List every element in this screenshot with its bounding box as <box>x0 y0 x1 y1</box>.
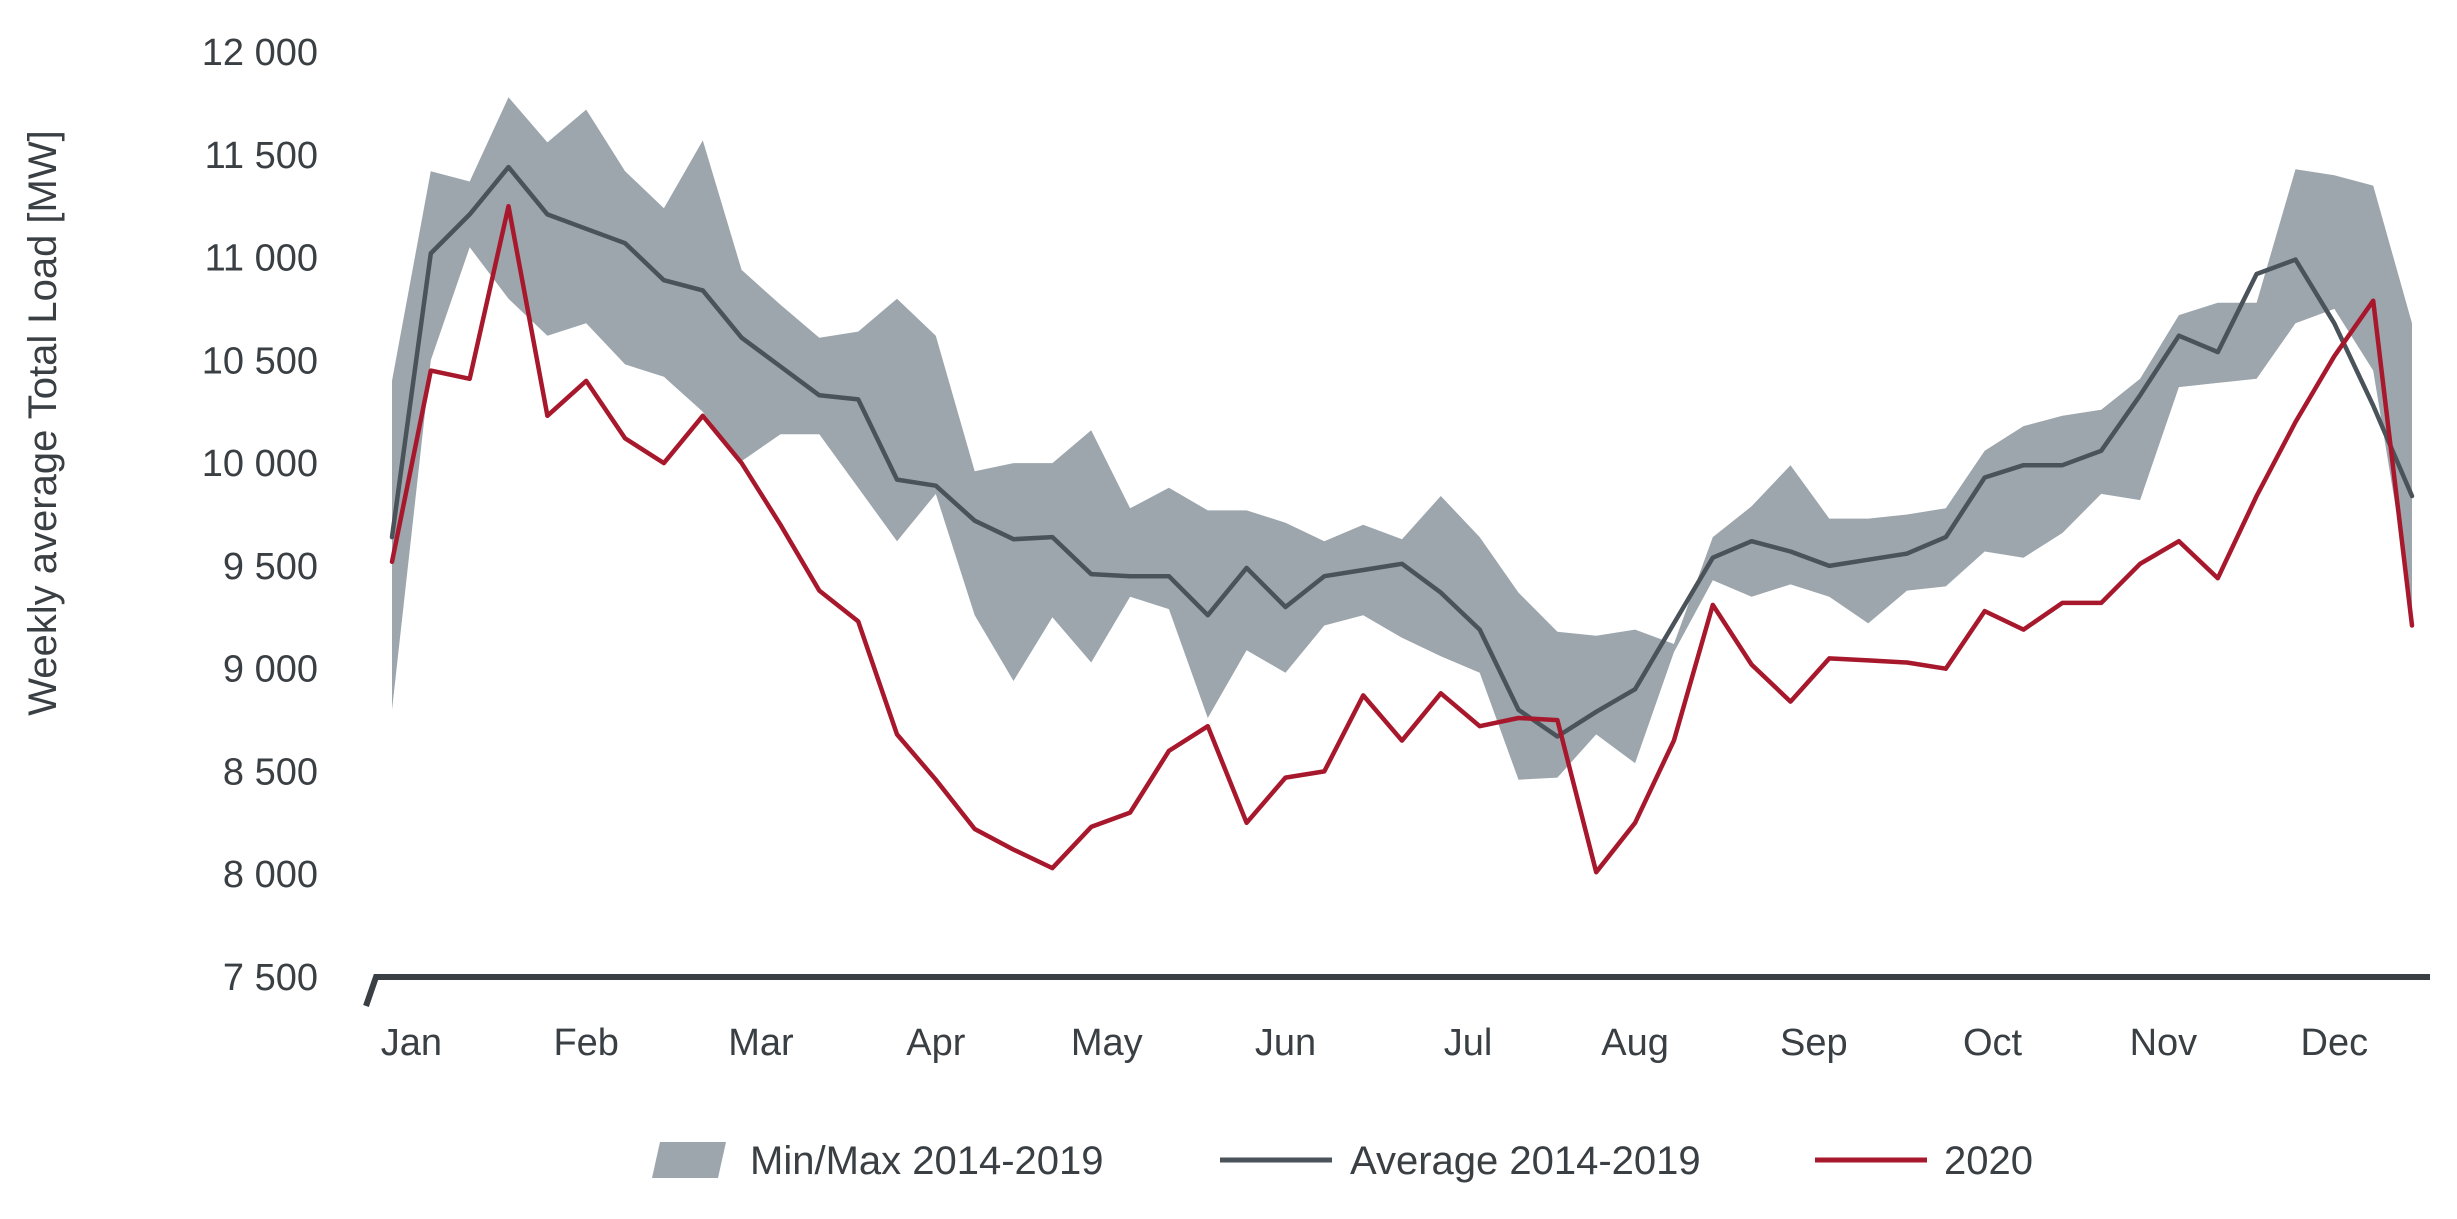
x-tick-label: Apr <box>906 1022 965 1064</box>
y-tick-label: 11 000 <box>205 238 318 280</box>
band-layer <box>392 97 2412 780</box>
x-tick-label: Oct <box>1963 1022 2023 1064</box>
x-tick-label: Feb <box>553 1022 618 1064</box>
y-tick-label: 8 000 <box>223 854 318 896</box>
y-tick-label: 9 000 <box>223 649 318 691</box>
legend-label: Average 2014-2019 <box>1350 1139 1701 1183</box>
line-2020 <box>389 203 2415 875</box>
axis-layer <box>363 974 2430 1007</box>
legend-label: 2020 <box>1944 1139 2033 1183</box>
x-tick-label: May <box>1071 1022 1143 1064</box>
y-tick-label: 7 500 <box>223 957 318 999</box>
x-tick-label: Jan <box>381 1022 442 1064</box>
y-tick-label: 11 500 <box>205 135 318 177</box>
y-axis-label: Weekly average Total Load [MW] <box>21 130 65 715</box>
x-tick-label: Dec <box>2301 1022 2369 1064</box>
series-layer <box>389 164 2415 875</box>
legend: Min/Max 2014-2019 Average 2014-2019 2020 <box>652 1139 2033 1183</box>
y-tick-label: 10 000 <box>202 443 318 485</box>
x-tick-label: Jul <box>1444 1022 1493 1064</box>
y-tick-labels: 7 500 8 000 8 500 9 000 9 500 10 000 10 500 11 … <box>202 32 318 999</box>
average-2014-2019-line <box>389 164 2415 739</box>
y-tick-label: 8 500 <box>223 751 318 793</box>
x-tick-label: Nov <box>2130 1022 2198 1064</box>
minmax-band <box>392 97 2412 780</box>
x-tick-label: Jun <box>1255 1022 1316 1064</box>
x-tick-label: Aug <box>1601 1022 1669 1064</box>
legend-band-swatch <box>652 1142 726 1178</box>
legend-label: Min/Max 2014-2019 <box>750 1139 1104 1183</box>
y-tick-label: 12 000 <box>202 32 318 74</box>
x-axis-line <box>363 974 2430 1007</box>
y-tick-label: 10 500 <box>202 340 318 382</box>
x-tick-label: Mar <box>728 1022 794 1064</box>
x-tick-label: Sep <box>1780 1022 1848 1064</box>
x-tick-labels: Jan Feb Mar Apr May Jun Jul Aug Sep Oct Nov Dec <box>381 1022 2368 1064</box>
y-tick-label: 9 500 <box>223 546 318 588</box>
